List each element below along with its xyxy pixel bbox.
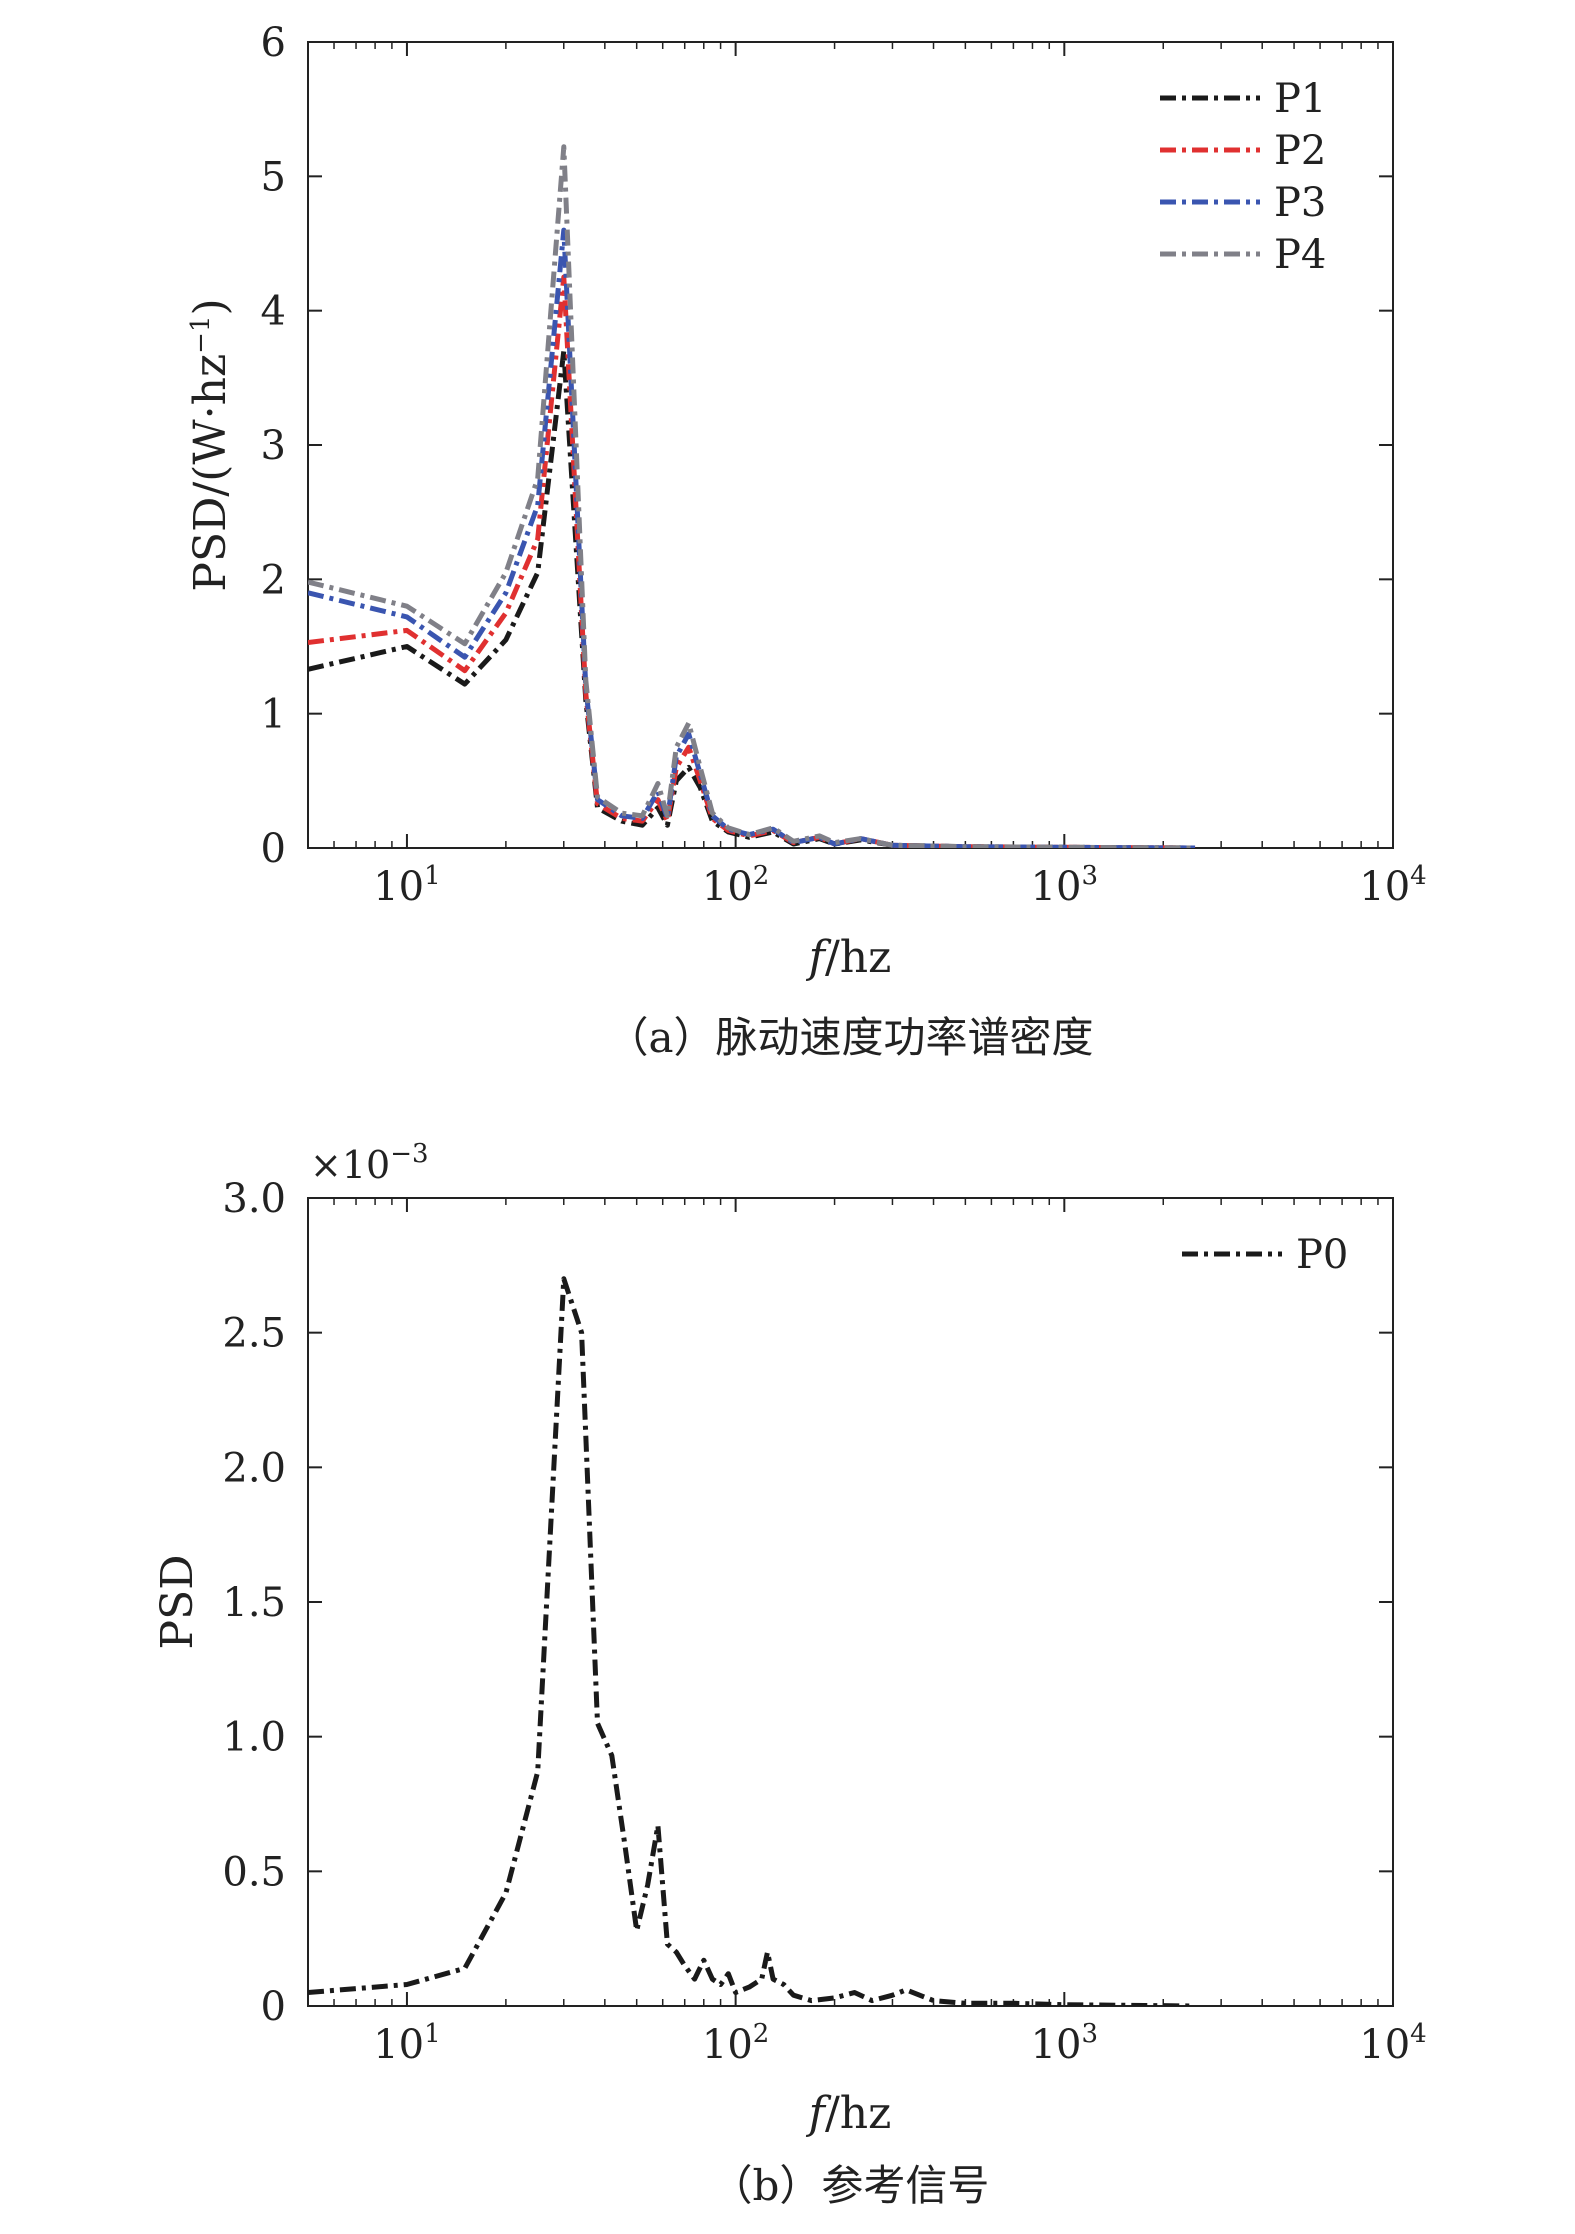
y-tick-label: 2	[261, 557, 286, 603]
series-line-p1	[308, 348, 1196, 848]
y-tick-label: 0.5	[222, 1849, 286, 1895]
series-line-p3	[308, 227, 1196, 848]
series-line-p0	[308, 1276, 1196, 2006]
panel-b-plot-frame	[307, 1197, 1394, 2007]
y-tick-label: 2.0	[222, 1445, 286, 1491]
y-tick-label: 1.5	[222, 1580, 286, 1626]
panel-a-plot-frame	[307, 41, 1394, 849]
y-tick-label: 6	[261, 20, 286, 66]
y-tick-label: 4	[261, 289, 286, 335]
y-tick-label: 3.0	[222, 1176, 286, 1222]
panel-b-tick-labels: 101 102 103 104 0 0.5 1.0 1.5 2.0 2.5 3.0	[222, 1176, 1426, 2068]
y-tick-label: 1.0	[222, 1715, 286, 1761]
panel-a-chart: 101 102 103 104 0 1 2 3 4 5 6 f/hz PSD/(W·hz−1) P1…	[185, 20, 1427, 1062]
panel-b-caption: （b）参考信号	[711, 2161, 990, 2210]
y-tick-label: 5	[261, 154, 286, 200]
y-tick-label: 1	[261, 692, 286, 738]
x-tick-label: 104	[1359, 861, 1426, 910]
legend-label-p3: P3	[1274, 180, 1326, 226]
panel-b-y-axis-label: PSD	[152, 1554, 203, 1649]
panel-a-x-axis-label: f/hz	[806, 932, 892, 983]
x-tick-label: 102	[702, 861, 769, 910]
legend-label-p0: P0	[1296, 1232, 1348, 1278]
x-tick-label: 102	[702, 2019, 769, 2068]
series-line-p4	[308, 144, 1196, 848]
panel-a-tick-labels: 101 102 103 104 0 1 2 3 4 5 6	[261, 20, 1427, 910]
y-tick-label: 3	[261, 423, 286, 469]
panel-a-caption: （a）脉动速度功率谱密度	[606, 1013, 1093, 1062]
legend-label-p1: P1	[1274, 76, 1326, 122]
panel-a-series	[308, 144, 1196, 848]
panel-b-ticks	[307, 1197, 1394, 2007]
panel-b-scale-note: ×10−3	[310, 1139, 429, 1187]
panel-b-chart: 101 102 103 104 0 0.5 1.0 1.5 2.0 2.5 3.0 ×10−3 f/…	[152, 1139, 1427, 2210]
legend-label-p4: P4	[1274, 232, 1326, 278]
x-tick-label: 101	[373, 2019, 440, 2068]
y-tick-label: 0	[261, 826, 286, 872]
legend-label-p2: P2	[1274, 128, 1326, 174]
y-tick-label: 0	[261, 1984, 286, 2030]
panel-a-ticks	[307, 41, 1394, 849]
panel-b-series	[308, 1276, 1196, 2006]
panel-a-legend: P1 P2 P3 P4	[1160, 76, 1326, 278]
x-tick-label: 103	[1031, 2019, 1098, 2068]
panel-a-y-axis-label: PSD/(W·hz−1)	[185, 298, 236, 591]
panel-b-x-axis-label: f/hz	[806, 2088, 892, 2139]
panel-b-legend: P0	[1182, 1232, 1348, 1278]
x-tick-label: 103	[1031, 861, 1098, 910]
x-tick-label: 101	[373, 861, 440, 910]
x-tick-label: 104	[1359, 2019, 1426, 2068]
y-tick-label: 2.5	[222, 1311, 286, 1357]
series-line-p2	[308, 274, 1196, 848]
